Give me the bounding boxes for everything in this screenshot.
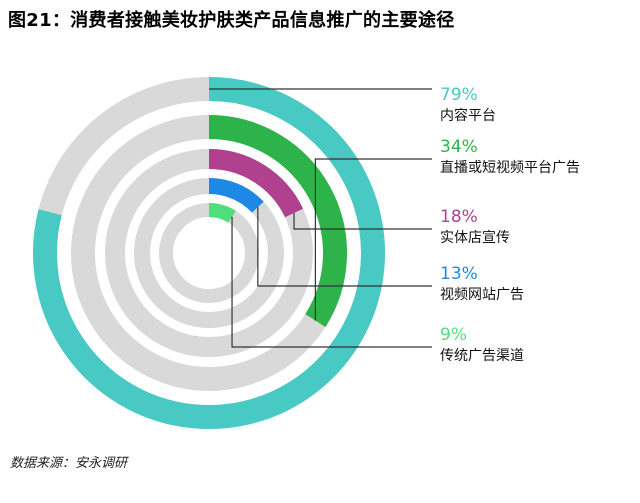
category-label-3: 实体店宣传 (440, 230, 510, 246)
leader-line-layer (209, 88, 432, 348)
category-label-4: 视频网站广告 (440, 287, 524, 303)
value-label-5: 9% (440, 325, 467, 345)
data-source-note: 数据来源：安永调研 (10, 456, 128, 471)
ring-bar-5 (208, 203, 236, 223)
value-label-2: 34% (440, 137, 478, 157)
category-label-2: 直播或短视频平台广告 (440, 159, 580, 176)
value-label-3: 18% (440, 207, 478, 227)
ring-bar-3 (208, 149, 304, 218)
category-label-1: 内容平台 (440, 107, 496, 124)
leader-line-3 (293, 212, 432, 230)
leader-line-5 (231, 216, 432, 348)
chart-title: 图21：消费者接触美妆护肤类产品信息推广的主要途径 (8, 10, 455, 31)
label-layer: 79% 内容平台 34% 直播或短视频平台广告 18% 实体店宣传 13% 视频网站广告 9% 传… (440, 85, 580, 364)
ring-bar-2 (208, 115, 347, 327)
ring-bar-1 (33, 77, 385, 429)
category-label-5: 传统广告渠道 (440, 348, 524, 364)
leader-line-2 (314, 158, 432, 321)
value-label-1: 79% (440, 85, 478, 105)
value-label-4: 13% (440, 264, 478, 284)
bar-layer (33, 77, 385, 429)
ring-bar-4 (208, 178, 264, 213)
leader-line-4 (257, 207, 432, 287)
ring-track-5 (159, 203, 259, 303)
